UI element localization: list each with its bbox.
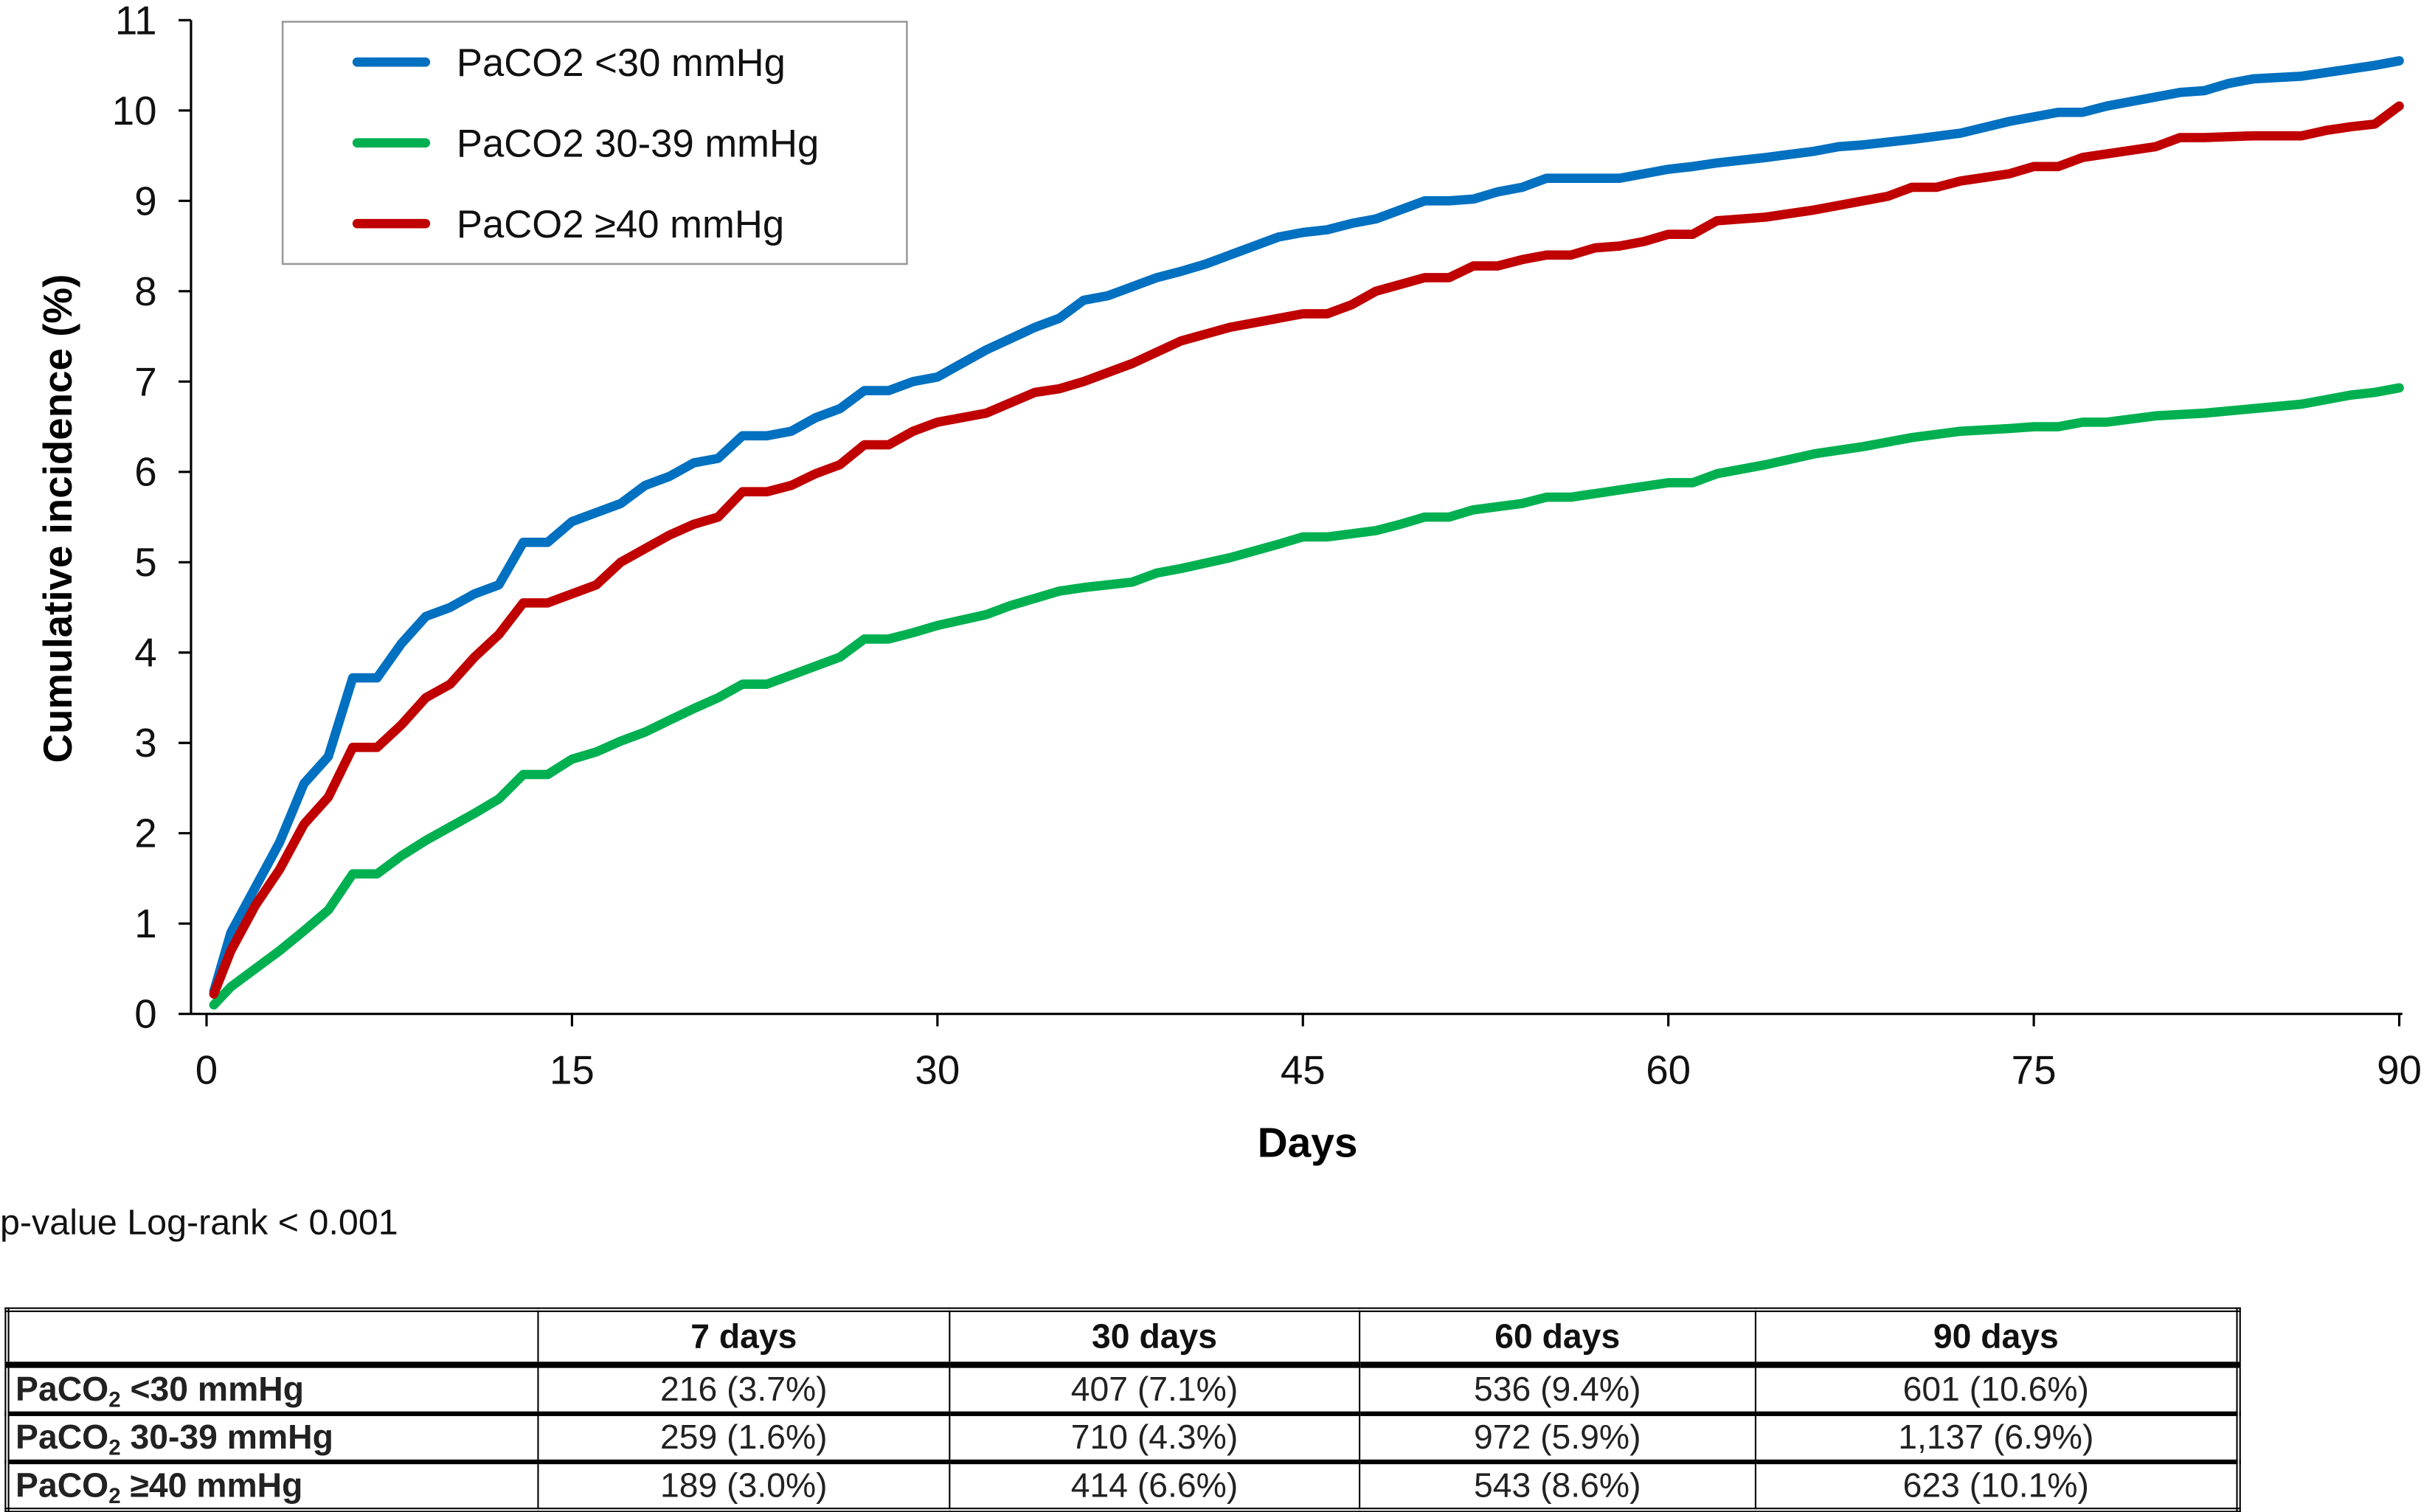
- table-cell: 972 (5.9%): [1359, 1412, 1756, 1465]
- row-label: PaCO2 <30 mmHg: [6, 1364, 539, 1416]
- table-row: PaCO2 ≥40 mmHg 189 (3.0%) 414 (6.6%) 543…: [6, 1460, 2240, 1511]
- header-cell: [6, 1308, 539, 1368]
- y-tick-label: 3: [134, 720, 156, 766]
- table-cell: 710 (4.3%): [948, 1412, 1361, 1465]
- log-rank-p-value: p-value Log-rank < 0.001: [0, 1201, 398, 1243]
- y-tick-label: 1: [134, 901, 156, 946]
- table-cell: 623 (10.1%): [1754, 1460, 2240, 1511]
- table-cell: 601 (10.6%): [1754, 1364, 2240, 1416]
- legend-label: PaCO2 <30 mmHg: [457, 41, 786, 85]
- table-header-row: 7 days 30 days 60 days 90 days: [6, 1308, 2240, 1368]
- y-axis-label: Cumulative incidence (%): [35, 274, 80, 763]
- table-cell: 414 (6.6%): [948, 1460, 1361, 1511]
- y-tick-label: 9: [134, 178, 156, 223]
- table-cell: 407 (7.1%): [948, 1364, 1361, 1416]
- table-cell: 536 (9.4%): [1359, 1364, 1756, 1416]
- x-tick-label: 0: [195, 1047, 218, 1092]
- y-tick-label: 8: [134, 268, 156, 314]
- y-tick-label: 11: [115, 0, 157, 43]
- legend-label: PaCO2 ≥40 mmHg: [457, 203, 784, 246]
- x-tick-label: 60: [1646, 1047, 1691, 1092]
- table-cell: 189 (3.0%): [537, 1460, 950, 1511]
- table-cell: 543 (8.6%): [1359, 1460, 1756, 1511]
- header-cell: 90 days: [1754, 1308, 2240, 1368]
- table-cell: 259 (1.6%): [537, 1412, 950, 1465]
- series-lines: [209, 56, 2404, 1010]
- table-cell: 216 (3.7%): [537, 1364, 950, 1416]
- x-tick-label: 15: [550, 1047, 595, 1092]
- y-tick-label: 7: [134, 358, 156, 404]
- table-row: PaCO2 30-39 mmHg 259 (1.6%) 710 (4.3%) 9…: [6, 1412, 2240, 1465]
- x-tick-label: 90: [2377, 1047, 2422, 1092]
- y-tick-label: 0: [134, 991, 156, 1037]
- y-tick-label: 2: [134, 811, 156, 856]
- table-cell: 1,137 (6.9%): [1754, 1412, 2240, 1465]
- table-row: PaCO2 <30 mmHg 216 (3.7%) 407 (7.1%) 536…: [6, 1364, 2240, 1416]
- series-line: [209, 56, 2404, 996]
- x-tick-label: 30: [915, 1047, 960, 1092]
- series-line: [209, 383, 2404, 1010]
- header-cell: 60 days: [1359, 1308, 1756, 1368]
- row-label: PaCO2 ≥40 mmHg: [6, 1460, 539, 1511]
- events-table: 7 days 30 days 60 days 90 days PaCO2 <30…: [4, 1307, 2241, 1512]
- x-tick-label: 75: [2012, 1047, 2057, 1092]
- row-label: PaCO2 30-39 mmHg: [6, 1412, 539, 1465]
- x-axis-label: Days: [1258, 1120, 1358, 1166]
- y-tick-label: 10: [112, 88, 157, 133]
- y-tick-label: 6: [134, 449, 156, 495]
- y-tick-label: 4: [134, 630, 156, 676]
- header-cell: 30 days: [948, 1308, 1361, 1368]
- legend-label: PaCO2 30-39 mmHg: [457, 122, 819, 166]
- legend: PaCO2 <30 mmHg PaCO2 30-39 mmHg PaCO2 ≥40 …: [281, 21, 908, 266]
- header-cell: 7 days: [537, 1308, 950, 1368]
- series-line: [209, 101, 2404, 999]
- y-tick-label: 5: [134, 539, 156, 585]
- x-tick-label: 45: [1281, 1047, 1326, 1092]
